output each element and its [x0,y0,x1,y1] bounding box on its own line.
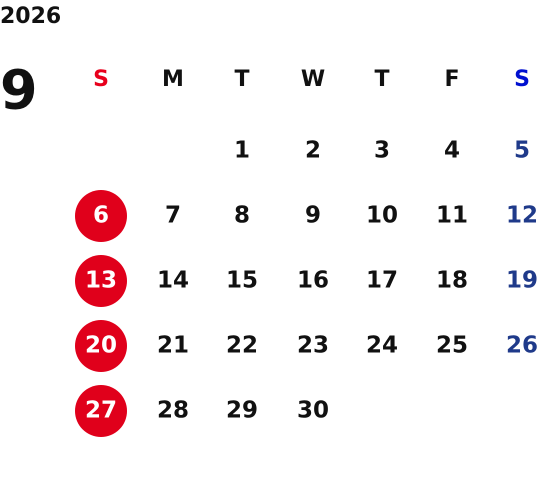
day-number: 24 [366,333,398,359]
holiday-circle [75,255,127,307]
day-number: 10 [366,203,398,229]
day-number: 15 [226,268,258,294]
day-number: 16 [297,268,329,294]
day-number: 28 [157,398,189,424]
day-number: 19 [506,268,538,294]
day-number: 9 [305,203,321,229]
weekday-label: T [374,67,389,92]
day-number: 1 [234,138,250,164]
weekday-label: M [162,67,184,92]
month: 9 [0,59,38,122]
day-number: 14 [157,268,189,294]
day-number: 26 [506,333,538,359]
day-number: 11 [436,203,468,229]
day-number: 18 [436,268,468,294]
day-number: 13 [85,268,117,294]
year: 2026 [0,4,61,29]
weekday-label: S [93,67,109,92]
day-number: 12 [506,203,538,229]
day-number: 8 [234,203,250,229]
day-number: 22 [226,333,258,359]
weekday-label: F [444,67,459,92]
day-number: 2 [305,138,321,164]
day-number: 4 [444,138,460,164]
day-number: 20 [85,333,117,359]
day-number: 23 [297,333,329,359]
day-number: 25 [436,333,468,359]
weekday-label: T [234,67,249,92]
weekday-label: S [514,67,530,92]
day-number: 21 [157,333,189,359]
day-number: 3 [374,138,390,164]
day-number: 5 [514,138,530,164]
day-number: 30 [297,398,329,424]
day-number: 29 [226,398,258,424]
day-number: 7 [165,203,181,229]
day-number: 27 [85,398,117,424]
holiday-circle [75,320,127,372]
holiday-circle [75,385,127,437]
weekday-label: W [301,67,325,92]
day-number: 6 [93,203,109,229]
holiday-circle [75,190,127,242]
day-number: 17 [366,268,398,294]
